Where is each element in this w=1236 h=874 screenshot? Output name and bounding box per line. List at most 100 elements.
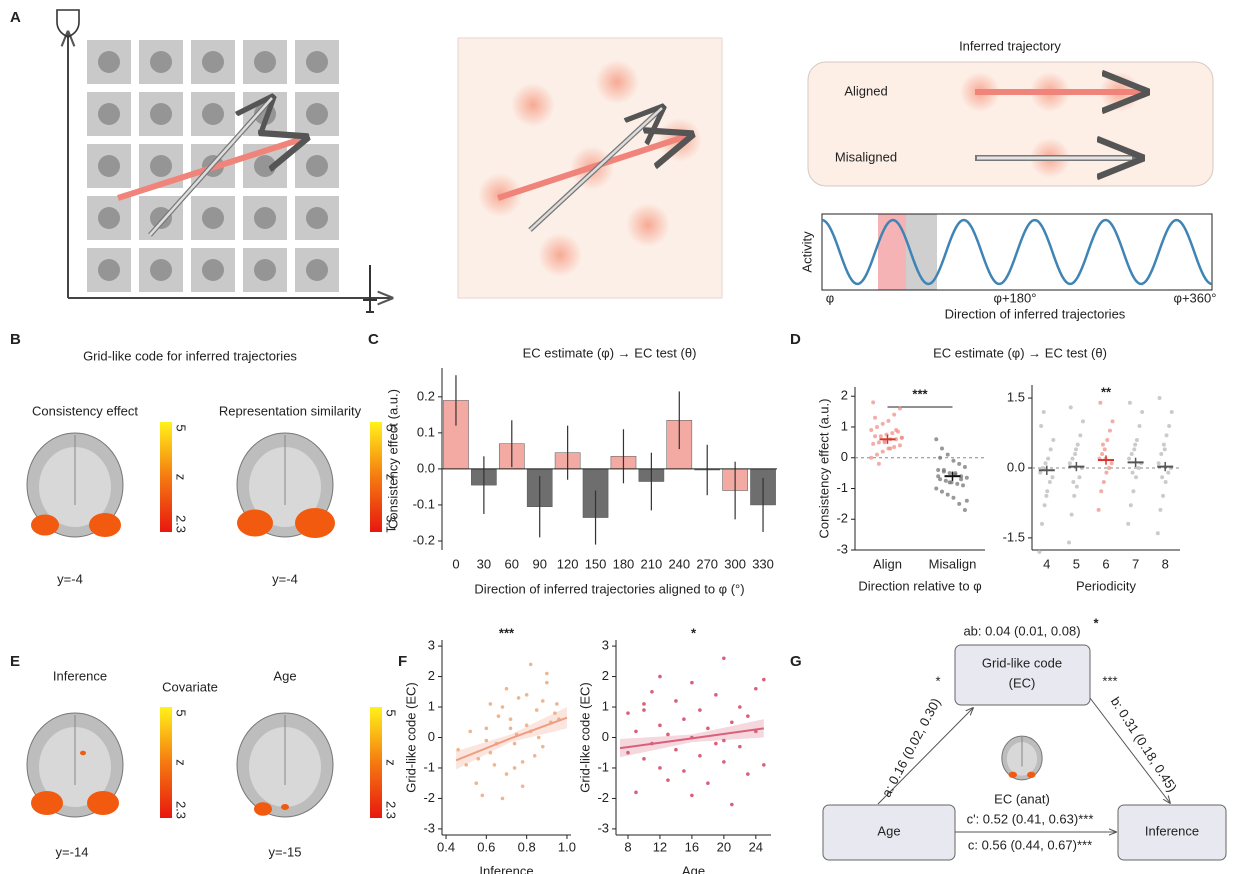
y-tick-label: -1 bbox=[423, 759, 435, 774]
colorbar-label: 3.1 bbox=[384, 515, 399, 533]
data-point bbox=[730, 720, 734, 725]
data-point bbox=[892, 412, 897, 417]
x-tick-label: 20 bbox=[717, 839, 731, 854]
x-tick-label: 300 bbox=[724, 556, 746, 571]
shield-icon bbox=[56, 9, 80, 38]
data-point bbox=[488, 702, 493, 706]
data-point bbox=[897, 406, 902, 411]
data-point bbox=[1127, 456, 1132, 461]
object-icon bbox=[150, 259, 172, 281]
object-icon bbox=[306, 207, 328, 229]
significance: ** bbox=[1101, 384, 1112, 399]
data-point bbox=[899, 435, 904, 440]
colorbar bbox=[160, 707, 172, 818]
x-tick-label: 5 bbox=[1073, 556, 1080, 571]
data-point bbox=[500, 796, 505, 801]
data-point bbox=[722, 656, 726, 661]
data-point bbox=[1078, 433, 1083, 438]
data-point bbox=[876, 461, 881, 466]
data-point bbox=[508, 717, 513, 722]
grid-field bbox=[538, 233, 582, 277]
effect-label: c: 0.56 (0.44, 0.67)*** bbox=[968, 837, 1092, 852]
data-point bbox=[666, 732, 670, 737]
panel-letter: A bbox=[10, 9, 21, 26]
data-point bbox=[1160, 475, 1165, 480]
label: Consistency effect bbox=[32, 403, 138, 418]
y-tick-label: 0 bbox=[841, 449, 848, 464]
data-point bbox=[871, 400, 876, 405]
label: Inference bbox=[53, 668, 107, 683]
data-point bbox=[738, 705, 742, 709]
aligned-arrow bbox=[497, 135, 690, 201]
significance: * bbox=[691, 625, 697, 640]
y-tick-label: 2 bbox=[602, 668, 609, 683]
significance: *** bbox=[912, 386, 928, 401]
colorbar-label: 5 bbox=[174, 709, 189, 716]
data-point bbox=[1070, 456, 1075, 461]
y-tick-label: -1.5 bbox=[1003, 529, 1025, 544]
data-point bbox=[1069, 512, 1074, 517]
data-point bbox=[1042, 503, 1047, 508]
data-point bbox=[730, 802, 734, 807]
colorbar bbox=[370, 707, 382, 818]
object-icon bbox=[202, 207, 224, 229]
y-tick-label: -3 bbox=[597, 820, 609, 835]
activation bbox=[31, 791, 63, 815]
data-point bbox=[936, 468, 941, 473]
data-point bbox=[642, 708, 646, 712]
data-point bbox=[1131, 489, 1136, 494]
trajectory-box bbox=[807, 61, 1214, 187]
mediator-box bbox=[954, 644, 1091, 706]
data-point bbox=[1161, 442, 1166, 447]
effect-label: c': 0.52 (0.41, 0.63)*** bbox=[967, 811, 1094, 826]
x-tick-label: 0 bbox=[452, 556, 459, 571]
data-point bbox=[1045, 489, 1050, 494]
data-point bbox=[1037, 549, 1042, 554]
data-point bbox=[945, 492, 950, 497]
data-point bbox=[650, 689, 654, 694]
label: Representation similarity bbox=[219, 403, 362, 418]
activation bbox=[237, 509, 273, 537]
panel-letter: E bbox=[10, 653, 20, 670]
object-icon bbox=[306, 103, 328, 125]
object-icon bbox=[150, 103, 172, 125]
x-tick-label: 180 bbox=[613, 556, 635, 571]
data-point bbox=[943, 478, 948, 483]
data-point bbox=[524, 723, 529, 728]
significance: * bbox=[1093, 615, 1099, 630]
colorbar-label: 5 bbox=[384, 424, 399, 431]
data-point bbox=[1129, 451, 1134, 456]
object-icon bbox=[254, 207, 276, 229]
grid-field bbox=[626, 203, 670, 247]
activation bbox=[31, 514, 59, 536]
data-point bbox=[934, 486, 939, 491]
x-tick-label: 16 bbox=[685, 839, 699, 854]
data-point bbox=[1107, 465, 1112, 470]
data-point bbox=[468, 729, 473, 734]
data-point bbox=[1098, 400, 1103, 405]
data-point bbox=[762, 763, 766, 767]
data-point bbox=[962, 464, 967, 469]
y-tick-label: 1 bbox=[841, 418, 848, 433]
data-point bbox=[1048, 447, 1053, 452]
box-label: Inference bbox=[1145, 823, 1199, 838]
y-axis-label: Consistency effect (a.u.) bbox=[385, 389, 400, 529]
data-point bbox=[936, 474, 941, 479]
data-point bbox=[1134, 438, 1139, 442]
data-point bbox=[674, 699, 678, 703]
data-point bbox=[1047, 479, 1052, 484]
data-point bbox=[947, 480, 952, 485]
y-tick-label: 2 bbox=[428, 668, 435, 683]
data-point bbox=[1080, 419, 1085, 424]
x-axis-label: Periodicity bbox=[1076, 578, 1136, 593]
data-point bbox=[528, 662, 533, 667]
data-point bbox=[959, 477, 964, 482]
data-point bbox=[1102, 447, 1107, 452]
object-icon bbox=[98, 51, 120, 73]
box-label: Grid-like code bbox=[982, 655, 1062, 670]
data-point bbox=[869, 428, 874, 433]
x-tick-label: φ+180° bbox=[994, 290, 1037, 305]
data-point bbox=[1073, 447, 1078, 452]
data-point bbox=[500, 705, 505, 709]
colorbar-label: z bbox=[384, 759, 399, 766]
